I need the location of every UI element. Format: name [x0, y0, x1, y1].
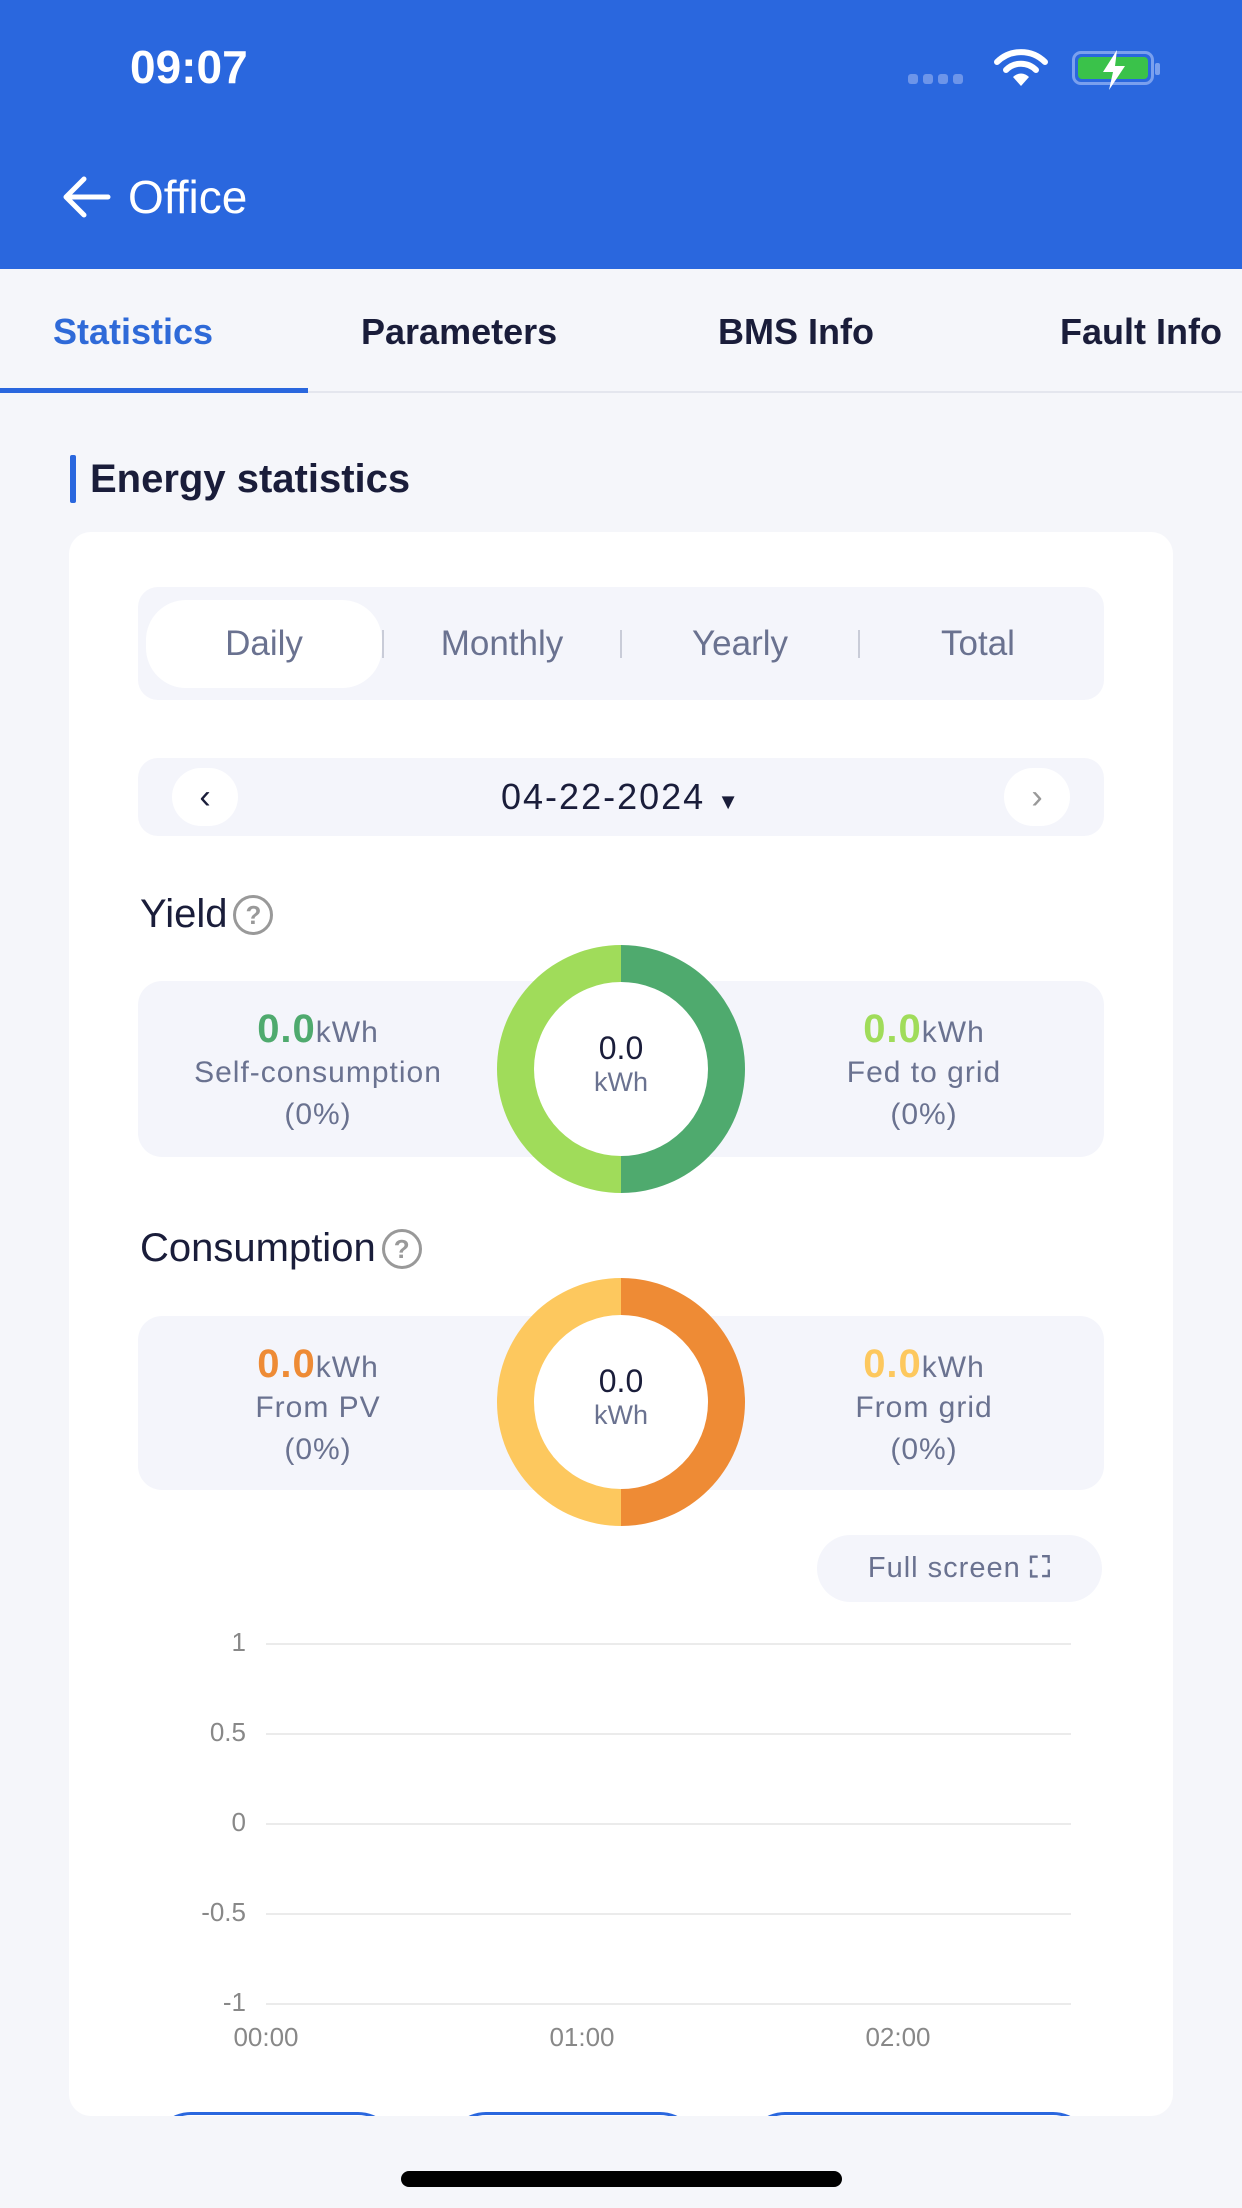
yield-total: 0.0: [598, 1030, 644, 1066]
from-grid-value: 0.0: [863, 1342, 922, 1386]
from-pv-stat: 0.0kWh From PV (0%): [148, 1344, 488, 1470]
yield-donut: 0.0 kWh: [497, 945, 745, 1193]
prev-date-button[interactable]: ‹: [172, 768, 238, 826]
from-grid-stat: 0.0kWh From grid (0%): [754, 1344, 1094, 1470]
self-consumption-stat: 0.0kWh Self-consumption (0%): [148, 1009, 488, 1135]
y-tick-label: -0.5: [201, 1897, 246, 1927]
consumption-total: 0.0: [598, 1363, 644, 1399]
from-pv-label: From PV: [255, 1391, 381, 1424]
help-icon[interactable]: ?: [233, 894, 274, 935]
section-title: Energy statistics: [90, 456, 411, 501]
fed-to-grid-label: Fed to grid: [846, 1056, 1002, 1089]
caret-down-icon: ▼: [717, 789, 741, 814]
from-pv-value: 0.0: [257, 1342, 316, 1386]
x-tick-label: 02:00: [865, 2022, 931, 2052]
signal-icon: [908, 74, 963, 84]
gridline: [266, 1823, 1071, 1825]
gridline: [266, 2003, 1071, 2005]
y-tick-label: 0.5: [209, 1717, 246, 1747]
period-monthly[interactable]: Monthly: [440, 623, 564, 663]
home-indicator[interactable]: [401, 2171, 842, 2187]
fed-to-grid-value: 0.0: [863, 1007, 922, 1051]
gridline: [266, 1913, 1071, 1915]
gridline: [266, 1643, 1071, 1645]
wifi-icon: [994, 49, 1048, 86]
consumption-label-row: Consumption?: [140, 1226, 422, 1271]
next-date-button[interactable]: ›: [1004, 768, 1070, 826]
arrow-left-icon: [63, 176, 111, 218]
unit: kWh: [921, 1351, 985, 1384]
yield-label-row: Yield?: [140, 892, 274, 937]
tab-bar: Statistics Parameters BMS Info Fault Inf…: [0, 269, 1242, 393]
tab-statistics[interactable]: Statistics: [53, 311, 214, 352]
yield-label: Yield: [140, 892, 228, 936]
unit: kWh: [315, 1016, 379, 1049]
from-grid-pct: (0%): [890, 1433, 958, 1466]
page-background: [0, 2116, 1242, 2208]
from-grid-label: From grid: [855, 1391, 993, 1424]
page-title: Office: [128, 171, 248, 223]
y-tick-label: 0: [231, 1807, 246, 1837]
gridline: [266, 1733, 1071, 1735]
self-consumption-label: Self-consumption: [194, 1056, 442, 1089]
tab-bms-info[interactable]: BMS Info: [718, 311, 874, 352]
date-picker-row: ‹ 04-22-2024 ▼ ›: [138, 758, 1104, 836]
active-tab-indicator: [0, 388, 308, 393]
self-consumption-value: 0.0: [257, 1007, 316, 1051]
consumption-summary: 0.0kWh From PV (0%) 0.0 kWh 0.0kWh From g…: [138, 1278, 1104, 1526]
date-selector[interactable]: 04-22-2024 ▼: [258, 776, 984, 818]
fed-to-grid-pct: (0%): [890, 1098, 958, 1131]
unit: kWh: [594, 1067, 648, 1097]
battery-icon: [1072, 50, 1160, 90]
date-value: 04-22-2024: [501, 776, 706, 817]
unit: kWh: [315, 1351, 379, 1384]
period-daily[interactable]: Daily: [146, 599, 382, 688]
unit: kWh: [594, 1400, 648, 1430]
period-selector: Daily Monthly Yearly Total: [138, 587, 1104, 700]
status-time: 09:07: [130, 41, 248, 93]
unit: kWh: [921, 1016, 985, 1049]
y-tick-label: -1: [222, 1987, 246, 2017]
x-tick-label: 00:00: [233, 2022, 299, 2052]
chevron-right-icon: ›: [1031, 778, 1043, 816]
full-screen-label: Full screen: [867, 1552, 1021, 1584]
yield-summary: 0.0kWh Self-consumption (0%) 0.0 kWh 0.0k…: [138, 945, 1104, 1193]
expand-icon: ⛶: [1029, 1552, 1052, 1584]
help-icon[interactable]: ?: [381, 1228, 422, 1269]
chevron-left-icon: ‹: [199, 778, 211, 816]
back-button[interactable]: Office: [60, 170, 247, 224]
consumption-label: Consumption: [140, 1226, 376, 1270]
tab-parameters[interactable]: Parameters: [361, 311, 558, 352]
period-total[interactable]: Total: [941, 623, 1015, 663]
period-yearly[interactable]: Yearly: [692, 623, 788, 663]
app-header: [0, 0, 1242, 269]
fed-to-grid-stat: 0.0kWh Fed to grid (0%): [754, 1009, 1094, 1135]
x-tick-label: 01:00: [549, 2022, 615, 2052]
tab-fault-info[interactable]: Fault Info: [1060, 311, 1222, 352]
self-consumption-pct: (0%): [284, 1098, 352, 1131]
y-tick-label: 1: [231, 1627, 246, 1657]
from-pv-pct: (0%): [284, 1433, 352, 1466]
section-header: Energy statistics: [70, 455, 410, 503]
full-screen-button[interactable]: Full screen ⛶: [817, 1535, 1102, 1602]
consumption-donut: 0.0 kWh: [497, 1278, 745, 1526]
